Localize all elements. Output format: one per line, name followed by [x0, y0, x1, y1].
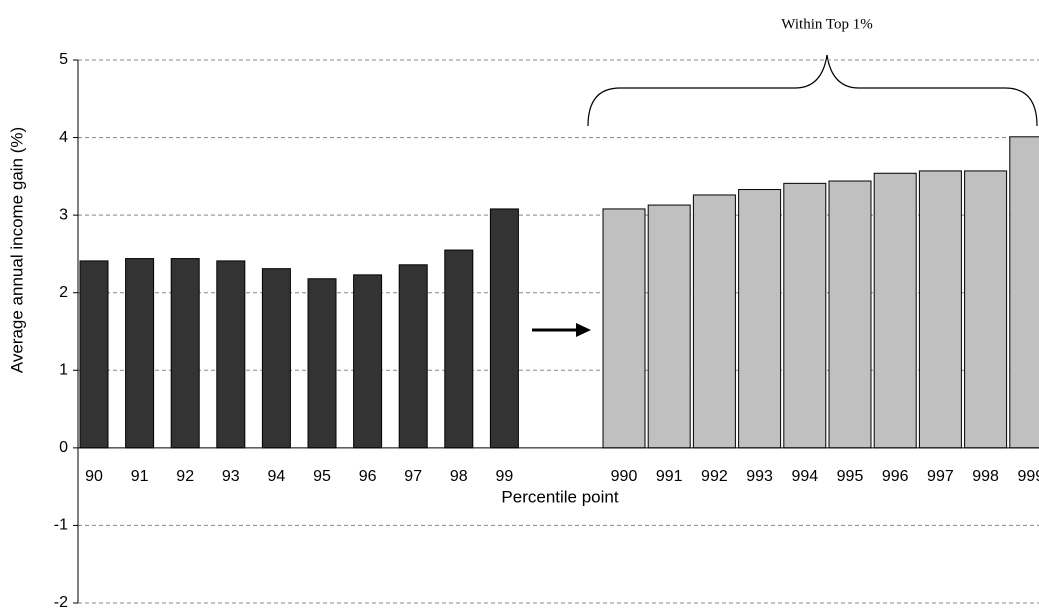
y-tick-label: 5 [59, 51, 68, 68]
x-tick-label: 96 [359, 468, 377, 485]
bar [783, 182, 827, 449]
x-tick-label: 99 [496, 468, 514, 485]
y-tick-label: -2 [54, 594, 68, 610]
bar [170, 258, 200, 449]
x-tick-label: 97 [404, 468, 422, 485]
bar [261, 268, 291, 449]
x-tick-label: 92 [176, 468, 194, 485]
x-tick-label: 996 [882, 468, 909, 485]
x-axis-label: Percentile point [501, 487, 618, 506]
y-tick-label: 1 [59, 362, 68, 379]
x-tick-label: 998 [972, 468, 999, 485]
bar [489, 208, 519, 449]
bar [602, 208, 646, 449]
arrow-head [576, 323, 591, 337]
bar [692, 194, 736, 449]
x-tick-label: 93 [222, 468, 240, 485]
bar [216, 260, 246, 449]
x-tick-label: 98 [450, 468, 468, 485]
bar [398, 264, 428, 449]
bar [307, 278, 337, 449]
bar [964, 170, 1008, 449]
bar [738, 189, 782, 449]
bar [873, 172, 917, 449]
x-tick-label: 992 [701, 468, 728, 485]
x-tick-label: 997 [927, 468, 954, 485]
x-tick-label: 995 [837, 468, 864, 485]
axes: -2 -1 0 1 2 3 4 5 90 91 92 93 94 95 96 97 98 99 990 991 992 9… [54, 51, 1039, 610]
brace [587, 54, 1038, 127]
y-axis-label: Average annual income gain (%) [7, 127, 26, 373]
x-tick-label: 999 [1017, 468, 1039, 485]
y-tick-label: 4 [59, 129, 68, 146]
bar [444, 249, 474, 449]
y-tick-label: 2 [59, 284, 68, 301]
x-tick-label: 991 [656, 468, 683, 485]
annotation: Within Top 1% [781, 16, 872, 32]
bar [79, 260, 109, 449]
bar [353, 274, 383, 449]
x-tick-label: 95 [313, 468, 331, 485]
x-tick-label: 91 [131, 468, 149, 485]
x-tick-label: 90 [85, 468, 103, 485]
x-tick-label: 993 [746, 468, 773, 485]
y-tick-label: 0 [59, 439, 68, 456]
bar [647, 204, 691, 449]
bar [918, 170, 962, 449]
bar [828, 180, 872, 449]
bars [79, 136, 1039, 449]
x-tick-label: 94 [268, 468, 286, 485]
y-tick-label: -1 [54, 517, 68, 534]
x-tick-label: 994 [791, 468, 818, 485]
y-tick-label: 3 [59, 206, 68, 223]
bar [1009, 136, 1039, 449]
x-tick-label: 990 [611, 468, 638, 485]
bar [125, 258, 155, 449]
